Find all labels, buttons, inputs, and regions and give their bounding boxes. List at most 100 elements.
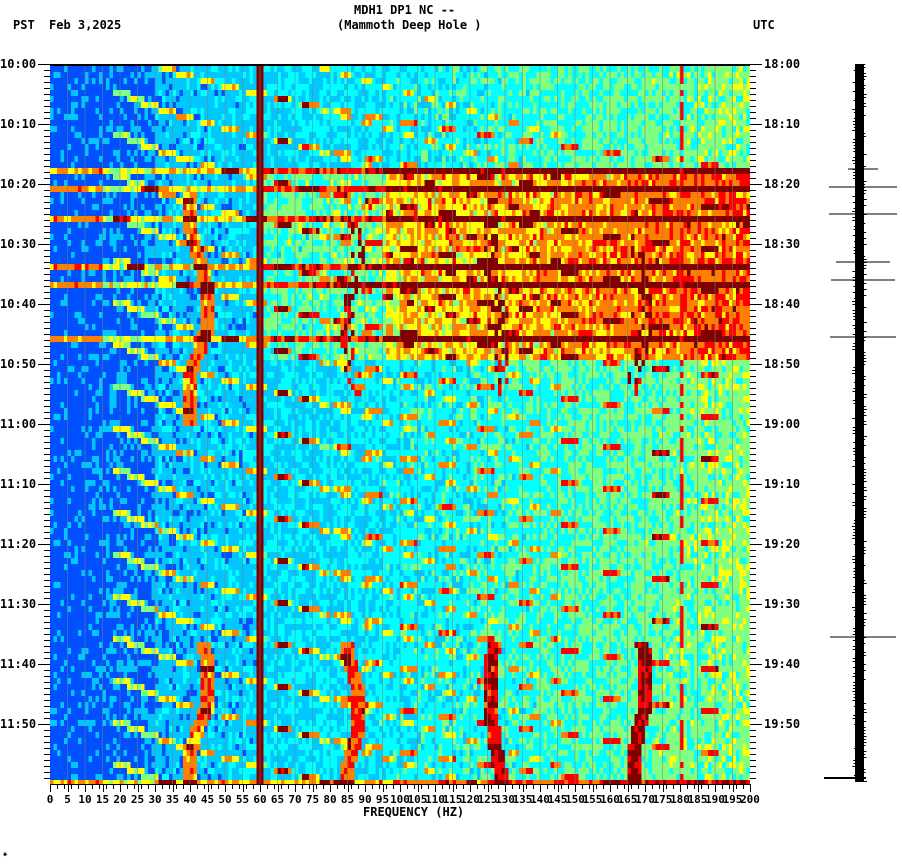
right-tick — [750, 148, 756, 149]
left-tick — [44, 634, 50, 635]
left-tick — [38, 544, 50, 545]
right-tick — [750, 298, 756, 299]
x-tick — [330, 784, 331, 792]
right-tick — [750, 628, 756, 629]
right-tick — [750, 658, 756, 659]
x-tick — [267, 784, 268, 789]
right-tick — [750, 244, 762, 245]
frequency-tick-label: 15 — [96, 794, 109, 806]
x-tick — [162, 784, 163, 789]
frequency-tick-label: 35 — [166, 794, 179, 806]
right-tick — [750, 724, 762, 725]
left-tick — [44, 688, 50, 689]
right-tick — [750, 70, 756, 71]
right-tick — [750, 292, 756, 293]
left-tick — [44, 574, 50, 575]
right-tick — [750, 430, 756, 431]
left-tick — [44, 646, 50, 647]
left-tick — [44, 376, 50, 377]
x-tick — [582, 784, 583, 789]
x-tick — [428, 784, 429, 789]
pst-time-label: 10:10 — [0, 118, 36, 130]
x-tick — [624, 784, 625, 789]
left-tick — [38, 364, 50, 365]
x-tick — [211, 784, 212, 789]
left-tick — [44, 598, 50, 599]
frequency-tick-label: 65 — [271, 794, 284, 806]
left-tick — [44, 562, 50, 563]
left-tick — [44, 148, 50, 149]
x-tick — [729, 784, 730, 789]
right-tick — [750, 250, 756, 251]
left-tick — [44, 334, 50, 335]
x-tick — [288, 784, 289, 789]
right-tick — [750, 142, 756, 143]
left-tick — [44, 610, 50, 611]
right-tick — [750, 682, 756, 683]
right-tick — [750, 634, 756, 635]
x-tick — [313, 784, 314, 792]
x-tick — [722, 784, 723, 789]
left-tick — [44, 382, 50, 383]
x-tick — [141, 784, 142, 789]
left-tick — [44, 172, 50, 173]
right-tick — [750, 262, 756, 263]
right-tick — [750, 220, 756, 221]
x-tick — [603, 784, 604, 789]
right-tick — [750, 166, 756, 167]
utc-time-label: 19:30 — [764, 598, 800, 610]
frequency-tick-label: 105 — [408, 794, 428, 806]
right-tick — [750, 616, 756, 617]
frequency-tick-label: 130 — [495, 794, 515, 806]
x-tick — [169, 784, 170, 789]
right-tick — [750, 454, 756, 455]
x-tick — [631, 784, 632, 789]
right-tick — [750, 442, 756, 443]
left-tick — [44, 106, 50, 107]
right-tick — [750, 598, 756, 599]
frequency-tick-label: 55 — [236, 794, 249, 806]
right-tick — [750, 418, 756, 419]
x-tick — [348, 784, 349, 792]
right-tick — [750, 274, 756, 275]
right-tick — [750, 502, 756, 503]
left-tick — [44, 196, 50, 197]
left-tick — [44, 166, 50, 167]
left-tick — [38, 484, 50, 485]
x-tick — [561, 784, 562, 789]
left-tick — [38, 664, 50, 665]
x-tick — [449, 784, 450, 789]
frequency-tick-label: 185 — [688, 794, 708, 806]
x-tick — [386, 784, 387, 789]
left-tick — [44, 454, 50, 455]
left-tick — [44, 268, 50, 269]
right-tick — [750, 754, 756, 755]
right-tick — [750, 568, 756, 569]
right-tick — [750, 664, 762, 665]
left-tick — [44, 418, 50, 419]
right-tick — [750, 748, 756, 749]
left-tick — [44, 742, 50, 743]
right-tick — [750, 640, 756, 641]
utc-time-label: 18:00 — [764, 58, 800, 70]
right-tick — [750, 238, 756, 239]
left-tick — [44, 676, 50, 677]
left-tick — [44, 394, 50, 395]
right-tick — [750, 226, 756, 227]
right-tick — [750, 580, 756, 581]
x-tick — [50, 784, 51, 792]
left-tick — [44, 208, 50, 209]
right-tick — [750, 670, 756, 671]
right-tick — [750, 508, 756, 509]
right-tick — [750, 172, 756, 173]
left-tick — [44, 706, 50, 707]
frequency-tick-label: 45 — [201, 794, 214, 806]
pst-time-label: 10:40 — [0, 298, 36, 310]
left-tick — [44, 388, 50, 389]
left-tick — [44, 292, 50, 293]
x-tick — [652, 784, 653, 789]
right-tick — [750, 76, 756, 77]
left-tick — [44, 250, 50, 251]
frequency-tick-label: 145 — [548, 794, 568, 806]
pst-time-label: 11:20 — [0, 538, 36, 550]
